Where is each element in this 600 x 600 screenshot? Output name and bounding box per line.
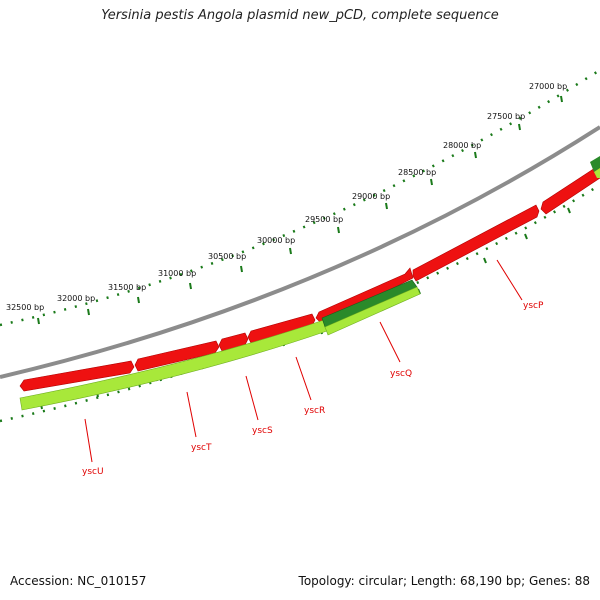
outer-major-ticks xyxy=(37,95,563,325)
gene-arrow xyxy=(540,165,600,215)
gene-bar-lime xyxy=(594,168,600,178)
gene-label-yscT: yscT xyxy=(191,443,212,453)
gene-label-yscQ: yscQ xyxy=(390,369,412,379)
forward-genes xyxy=(19,165,600,392)
outer-ruler-ring xyxy=(0,68,600,327)
ruler-label: 31500 bp xyxy=(108,283,146,292)
reverse-genes xyxy=(19,156,600,411)
ruler-label: 27000 bp xyxy=(529,82,567,91)
ruler-label: 30500 bp xyxy=(208,252,246,261)
gene-label-yscU: yscU xyxy=(82,467,104,477)
gene-label-yscP: yscP xyxy=(523,301,544,311)
map-title: Yersinia pestis Angola plasmid new_pCD, … xyxy=(101,8,499,23)
summary-text: Topology: circular; Length: 68,190 bp; G… xyxy=(298,574,590,588)
ruler-label: 29000 bp xyxy=(352,192,390,201)
ruler-label: 32000 bp xyxy=(57,294,95,303)
gene-label-yscR: yscR xyxy=(304,406,325,416)
gene-label-yscS: yscS xyxy=(252,426,273,436)
ruler-label: 28000 bp xyxy=(443,141,481,150)
ruler-label: 32500 bp xyxy=(6,303,44,312)
ruler-label: 30000 bp xyxy=(257,236,295,245)
gene-bar-lime xyxy=(324,286,421,336)
ruler-label: 29500 bp xyxy=(305,215,343,224)
ruler-label: 31000 bp xyxy=(158,269,196,278)
gene-arrow xyxy=(19,360,135,392)
accession-text: Accession: NC_010157 xyxy=(10,574,147,588)
backbone-ring xyxy=(0,125,600,379)
gene-arrow xyxy=(412,204,540,282)
gene-bar-dark-green xyxy=(321,279,418,328)
gene-bar-dark-green xyxy=(590,156,600,172)
gene-callouts xyxy=(84,259,523,463)
ruler-label: 27500 bp xyxy=(487,112,525,121)
ruler-label: 28500 bp xyxy=(398,168,436,177)
